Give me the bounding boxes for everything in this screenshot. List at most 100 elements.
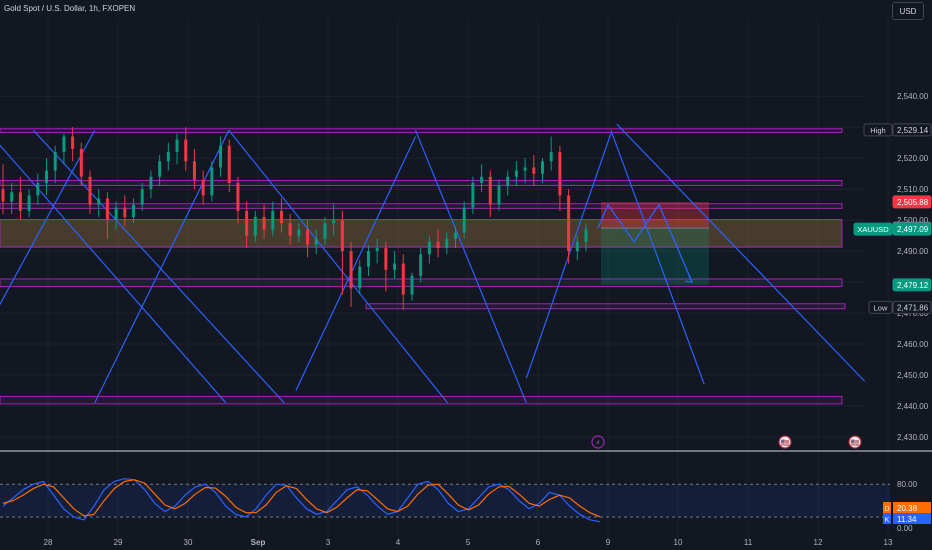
candle-body	[358, 266, 362, 289]
candle-body	[288, 223, 292, 236]
candle-body	[175, 139, 179, 152]
us-flag-event-icon[interactable]	[848, 435, 862, 449]
price-value-text: 2,529.14	[897, 126, 929, 135]
candle-body	[210, 167, 214, 196]
candle-body	[88, 176, 92, 205]
candle-body	[445, 238, 449, 249]
time-tick-label: 5	[466, 538, 471, 547]
trendline	[0, 144, 227, 404]
candle-body	[427, 241, 431, 255]
projection-arrowhead	[684, 275, 694, 283]
position-tool[interactable]	[601, 201, 709, 285]
candle-body	[506, 176, 510, 187]
trendline	[610, 130, 705, 385]
us-flag-event-icon[interactable]	[778, 435, 792, 449]
candle-body	[123, 207, 127, 218]
candle-body	[567, 195, 571, 252]
candle-body	[271, 210, 275, 230]
price-tag-text: High	[870, 126, 885, 135]
trendline	[616, 123, 866, 382]
candle-body	[323, 223, 327, 239]
candle-body	[314, 238, 318, 245]
lightning-icon[interactable]	[591, 435, 605, 449]
candle-body	[366, 251, 370, 267]
candle-body	[453, 232, 457, 239]
price-value-box	[892, 278, 932, 292]
stochastic-k-line	[2, 478, 601, 523]
stochastic-pane	[0, 478, 890, 523]
time-tick-label: 6	[536, 538, 541, 547]
time-tick-label: 28	[44, 538, 53, 547]
candle-body	[27, 195, 31, 211]
candle-body	[149, 176, 153, 190]
candle-body	[184, 139, 188, 162]
time-tick-label: 13	[884, 538, 893, 547]
candle-body	[575, 241, 579, 252]
candle-body	[497, 186, 501, 205]
zone-rectangle	[0, 203, 843, 209]
zone-rectangle	[0, 128, 843, 133]
candle-body	[1, 189, 5, 202]
price-value-box	[892, 195, 932, 209]
projection-path[interactable]	[597, 203, 694, 283]
candle-body	[62, 136, 66, 152]
candle-body	[36, 182, 40, 196]
price-value-box	[892, 222, 932, 236]
price-labels: D20.38K11.34High2,529.142,505.882,497.41…	[853, 123, 932, 524]
price-tick-label: 2,520.00	[897, 154, 929, 163]
candle-body	[349, 251, 353, 289]
candle-body	[340, 220, 344, 252]
trendlines[interactable]	[0, 123, 866, 404]
currency-button[interactable]: USD	[892, 2, 924, 20]
zone-rectangle	[0, 179, 843, 186]
candle-body	[297, 229, 301, 236]
candle-body	[245, 210, 249, 236]
zone-rectangle	[0, 219, 843, 248]
candle-body	[114, 207, 118, 221]
price-tag-text: XAUUSD	[857, 225, 889, 234]
price-tag-text: Low	[874, 303, 888, 312]
zone-rectangle	[365, 303, 846, 310]
trendline	[94, 130, 230, 404]
candle-body	[158, 161, 162, 177]
candle-body	[480, 176, 484, 183]
price-tick-label: 2,430.00	[897, 433, 929, 442]
price-tick-label: 2,460.00	[897, 340, 929, 349]
stochastic-tag-text: D	[884, 506, 889, 513]
stochastic-tick-label: 80.00	[897, 480, 918, 489]
price-value-text: 2,505.88	[897, 198, 929, 207]
stochastic-value-box	[893, 513, 931, 524]
candle-body	[462, 207, 466, 233]
time-tick-label: 9	[606, 538, 611, 547]
price-axis[interactable]: 2,540.002,530.002,520.002,510.002,500.00…	[897, 92, 929, 442]
candle-body	[140, 189, 144, 205]
candle-body	[236, 182, 240, 211]
candle-body	[375, 248, 379, 252]
event-icons[interactable]: ⚡ 🇺🇸 🇺🇸	[591, 435, 862, 449]
price-value-box	[892, 300, 932, 314]
price-value-box	[892, 123, 932, 137]
time-tick-label: 3	[326, 538, 331, 547]
take-profit-area	[601, 228, 709, 285]
price-tick-label: 2,490.00	[897, 247, 929, 256]
candle-body	[410, 275, 414, 295]
time-tick-label: 12	[814, 538, 823, 547]
price-tick-label: 2,540.00	[897, 92, 929, 101]
price-tag-box	[868, 300, 893, 314]
candle-body	[306, 229, 310, 245]
price-tick-label: 2,450.00	[897, 371, 929, 380]
candle-body	[279, 210, 283, 224]
stochastic-band	[0, 484, 890, 518]
zones	[0, 128, 846, 405]
candle-body	[471, 182, 475, 208]
time-tick-label: 30	[184, 538, 193, 547]
trendline	[228, 129, 449, 404]
time-tick-label: 4	[396, 538, 401, 547]
projection-line	[597, 203, 693, 283]
candle-body	[532, 167, 536, 174]
zone-rectangle	[0, 395, 843, 405]
trendline	[295, 136, 417, 391]
stochastic-value-text: 20.38	[897, 504, 918, 513]
time-axis[interactable]: 28 29 30 Sep 3 4 5 6 9 10 11 12 13	[44, 538, 893, 547]
